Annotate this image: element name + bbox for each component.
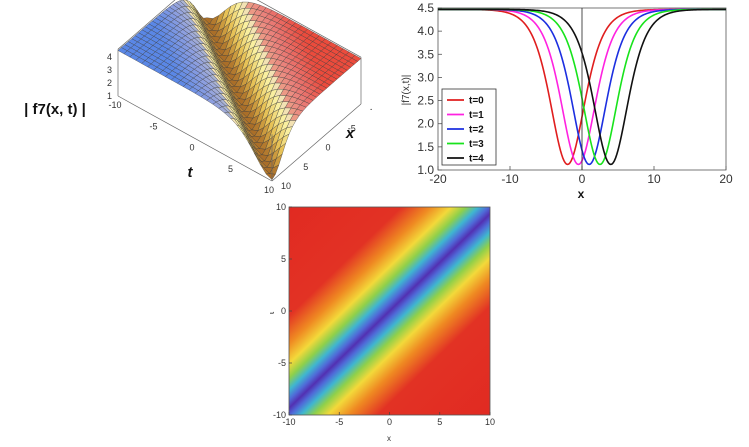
heatmap-ticks: -10 -5 0 5 10 -10 -5 0 5 10 bbox=[273, 202, 495, 427]
y-tick-label: 4.0 bbox=[417, 24, 434, 38]
surface-x-tick-label: 5 bbox=[303, 162, 308, 172]
surface-t-tick-label: 5 bbox=[228, 164, 233, 174]
surface-ticks: -10 -5 0 5 10 -10 -5 0 5 10 1 2 3 4 bbox=[107, 52, 372, 195]
surface-x-tick-label: -5 bbox=[348, 123, 356, 133]
line-ticks: -20 -10 0 10 20 1.0 1.5 2.0 2.5 3.0 3.5 4.0 4.5 bbox=[417, 1, 733, 186]
heat-x-tick-label: -5 bbox=[335, 417, 343, 427]
box-edge bbox=[271, 103, 362, 182]
y-tick-label: 1.0 bbox=[417, 163, 434, 177]
legend-box bbox=[441, 88, 497, 166]
y-tick-label: 3.5 bbox=[417, 47, 434, 61]
surface-z-tick-label: 4 bbox=[107, 52, 112, 62]
heat-x-tick-label: 10 bbox=[485, 417, 495, 427]
density-plot: -10 -5 0 5 10 -10 -5 0 5 10 x t bbox=[270, 202, 495, 443]
surface-t-tick-label: -5 bbox=[149, 121, 157, 131]
legend-label: t=0 bbox=[469, 96, 484, 107]
legend-label: t=2 bbox=[469, 125, 484, 136]
y-tick-label: 3.0 bbox=[417, 70, 434, 84]
y-tick-label: 2.5 bbox=[417, 94, 434, 108]
surface-t-tick-label: 10 bbox=[264, 185, 274, 195]
line-x-axis-label: x bbox=[578, 187, 585, 201]
heatmap-x-axis-label: x bbox=[387, 434, 391, 443]
legend-label: t=3 bbox=[469, 139, 484, 150]
heatmap-field bbox=[288, 206, 491, 416]
surface-3d-plot: -10 -5 0 5 10 -10 -5 0 5 10 1 2 3 4 | f7(x, t) | t x bbox=[24, 0, 372, 195]
surface-z-tick-label: 2 bbox=[107, 78, 112, 88]
surface-z-tick-label: 1 bbox=[107, 91, 112, 101]
x-tick-label: -10 bbox=[501, 172, 519, 186]
line-chart: -20 -10 0 10 20 1.0 1.5 2.0 2.5 3.0 3.5 4.0 4.5 x |f… bbox=[401, 1, 733, 201]
surface-mesh bbox=[117, 0, 362, 180]
surface-z-tick-label: 3 bbox=[107, 65, 112, 75]
surface-t-tick-label: -10 bbox=[108, 100, 121, 110]
line-y-axis-label: |f7(x,t)| bbox=[401, 75, 412, 106]
y-tick-label: 1.5 bbox=[417, 140, 434, 154]
surface-x-axis-label: x bbox=[345, 125, 355, 142]
y-tick-label: 2.0 bbox=[417, 117, 434, 131]
x-tick-label: 10 bbox=[647, 172, 661, 186]
x-tick-label: 0 bbox=[579, 172, 586, 186]
heat-x-tick-label: 5 bbox=[437, 417, 442, 427]
heat-y-tick-label: 10 bbox=[276, 202, 286, 212]
legend: t=0 t=1 t=2 t=3 t=4 bbox=[441, 88, 497, 166]
heatmap-y-axis-label: t bbox=[270, 311, 276, 314]
box-edge bbox=[256, 0, 362, 58]
surface-x-tick-label: 10 bbox=[281, 181, 291, 191]
surface-t-axis-label: t bbox=[188, 164, 194, 181]
heat-y-tick-label: -5 bbox=[278, 358, 286, 368]
surface-x-tick-label: 0 bbox=[326, 143, 331, 153]
surface-z-axis-label: | f7(x, t) | bbox=[24, 101, 86, 118]
x-tick-label: 20 bbox=[719, 172, 733, 186]
heat-x-tick-label: -10 bbox=[282, 417, 295, 427]
box-edge bbox=[117, 95, 273, 182]
y-tick-label: 4.5 bbox=[417, 1, 434, 15]
surface-t-tick-label: 0 bbox=[189, 143, 194, 153]
surface-x-tick-label: -10 bbox=[370, 104, 372, 114]
x-tick-label: -20 bbox=[429, 172, 447, 186]
legend-label: t=4 bbox=[469, 154, 484, 165]
heat-y-tick-label: -10 bbox=[273, 410, 286, 420]
heat-x-tick-label: 0 bbox=[387, 417, 392, 427]
legend-label: t=1 bbox=[469, 110, 484, 121]
heat-y-tick-label: 5 bbox=[281, 254, 286, 264]
bounding-box bbox=[117, 0, 362, 182]
surface-facet bbox=[265, 173, 276, 180]
box-edge bbox=[117, 0, 176, 50]
heat-y-tick-label: 0 bbox=[281, 306, 286, 316]
